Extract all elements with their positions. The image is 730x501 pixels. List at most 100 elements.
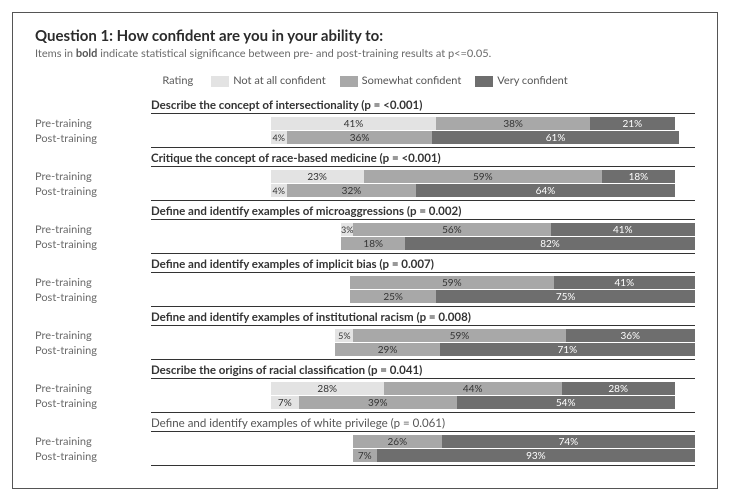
bar-row: 28%44%28% (151, 382, 695, 395)
pre-label: Pre-training (35, 381, 143, 396)
bar-segment: 28% (271, 382, 384, 395)
row-labels: Pre-trainingPost-training (35, 220, 143, 254)
legend-swatch-1 (340, 76, 358, 87)
item-header: Critique the concept of race-based medic… (151, 148, 695, 167)
bar-row: 59%41% (151, 276, 695, 289)
bar-segment: 32% (287, 184, 416, 197)
row-labels: Pre-trainingPost-training (35, 326, 143, 360)
post-label: Post-training (35, 343, 143, 358)
bar-segment: 25% (350, 290, 436, 303)
post-label: Post-training (35, 184, 143, 199)
bar-segment: 44% (384, 382, 562, 395)
bar-segment: 59% (364, 170, 602, 183)
bar-row: 23%59%18% (151, 170, 695, 183)
legend-text-2: Very confident (497, 74, 567, 87)
bar-segment: 18% (341, 237, 405, 250)
bar-segment: 3% (341, 223, 353, 236)
bar-segment: 93% (377, 449, 695, 462)
bar-row: 25%75% (151, 290, 695, 303)
item-header: Describe the concept of intersectionalit… (151, 95, 695, 114)
subtitle-pre: Items in (35, 47, 76, 60)
bar-segment: 7% (353, 449, 377, 462)
bar-segment: 36% (566, 329, 695, 342)
bar-row: 7%93% (151, 449, 695, 462)
legend-item-0: Not at all confident (211, 74, 325, 87)
bar-row: 7%39%54% (151, 396, 695, 409)
bar-segment: 54% (457, 396, 675, 409)
post-label: Post-training (35, 131, 143, 146)
item-header: Define and identify examples of implicit… (151, 254, 695, 273)
bar-segment: 26% (353, 435, 442, 448)
bar-segment: 64% (416, 184, 675, 197)
legend: Rating Not at all confident Somewhat con… (35, 74, 695, 87)
bar-segment: 61% (432, 131, 679, 144)
legend-label: Rating (162, 74, 193, 87)
question-title: Question 1: How confident are you in you… (35, 27, 695, 45)
pre-label: Pre-training (35, 275, 143, 290)
bars-wrap: 5%59%36%29%71% (151, 326, 695, 360)
bar-row: 4%32%64% (151, 184, 695, 197)
bar-row: 41%38%21% (151, 117, 695, 130)
bars-wrap: 3%56%41%18%82% (151, 220, 695, 254)
bar-segment: 7% (271, 396, 299, 409)
bar-segment: 56% (353, 223, 550, 236)
item-header: Describe the origins of racial classific… (151, 360, 695, 379)
bar-segment: 4% (271, 131, 287, 144)
post-label: Post-training (35, 396, 143, 411)
bar-segment: 23% (271, 170, 364, 183)
row-labels: Pre-trainingPost-training (35, 432, 143, 466)
likert-chart: Describe the concept of intersectionalit… (35, 95, 695, 466)
bar-segment: 5% (335, 329, 353, 342)
pre-label: Pre-training (35, 434, 143, 449)
subtitle-post: indicate statistical significance betwee… (97, 47, 491, 60)
legend-swatch-2 (475, 76, 493, 87)
row-labels: Pre-trainingPost-training (35, 273, 143, 307)
row-labels: Pre-trainingPost-training (35, 114, 143, 148)
bar-segment: 36% (287, 131, 432, 144)
legend-swatch-0 (211, 76, 229, 87)
bar-segment: 21% (590, 117, 675, 130)
post-label: Post-training (35, 449, 143, 464)
bars-wrap: 28%44%28%7%39%54% (151, 379, 695, 413)
legend-text-1: Somewhat confident (362, 74, 462, 87)
pre-label: Pre-training (35, 169, 143, 184)
legend-text-0: Not at all confident (233, 74, 325, 87)
item-header: Define and identify examples of microagg… (151, 201, 695, 220)
bar-segment: 74% (442, 435, 695, 448)
bars-wrap: 23%59%18%4%32%64% (151, 167, 695, 201)
post-label: Post-training (35, 290, 143, 305)
pre-label: Pre-training (35, 328, 143, 343)
item-header: Define and identify examples of white pr… (151, 413, 695, 432)
bar-row: 29%71% (151, 343, 695, 356)
bar-segment: 82% (405, 237, 695, 250)
subtitle: Items in bold indicate statistical signi… (35, 47, 695, 60)
bars-wrap: 59%41%25%75% (151, 273, 695, 307)
bar-row: 3%56%41% (151, 223, 695, 236)
pre-label: Pre-training (35, 222, 143, 237)
bar-row: 18%82% (151, 237, 695, 250)
bar-row: 5%59%36% (151, 329, 695, 342)
legend-item-2: Very confident (475, 74, 567, 87)
legend-item-1: Somewhat confident (340, 74, 462, 87)
bar-segment: 38% (436, 117, 590, 130)
bar-segment: 41% (271, 117, 437, 130)
post-label: Post-training (35, 237, 143, 252)
bars-wrap: 26%74%7%93% (151, 432, 695, 466)
bar-segment: 18% (602, 170, 675, 183)
bar-row: 26%74% (151, 435, 695, 448)
bar-segment: 75% (436, 290, 695, 303)
bar-segment: 4% (271, 184, 287, 197)
bar-segment: 39% (299, 396, 457, 409)
item-header: Define and identify examples of institut… (151, 307, 695, 326)
bars-wrap: 41%38%21%4%36%61% (151, 114, 695, 148)
pre-label: Pre-training (35, 116, 143, 131)
figure-panel: { "title": "Question 1: How confident ar… (12, 12, 718, 489)
bar-segment: 59% (350, 276, 554, 289)
row-labels: Pre-trainingPost-training (35, 167, 143, 201)
bar-segment: 28% (562, 382, 675, 395)
row-labels: Pre-trainingPost-training (35, 379, 143, 413)
bar-segment: 41% (554, 276, 695, 289)
bar-segment: 59% (353, 329, 565, 342)
subtitle-bold: bold (76, 47, 98, 60)
bar-row: 4%36%61% (151, 131, 695, 144)
